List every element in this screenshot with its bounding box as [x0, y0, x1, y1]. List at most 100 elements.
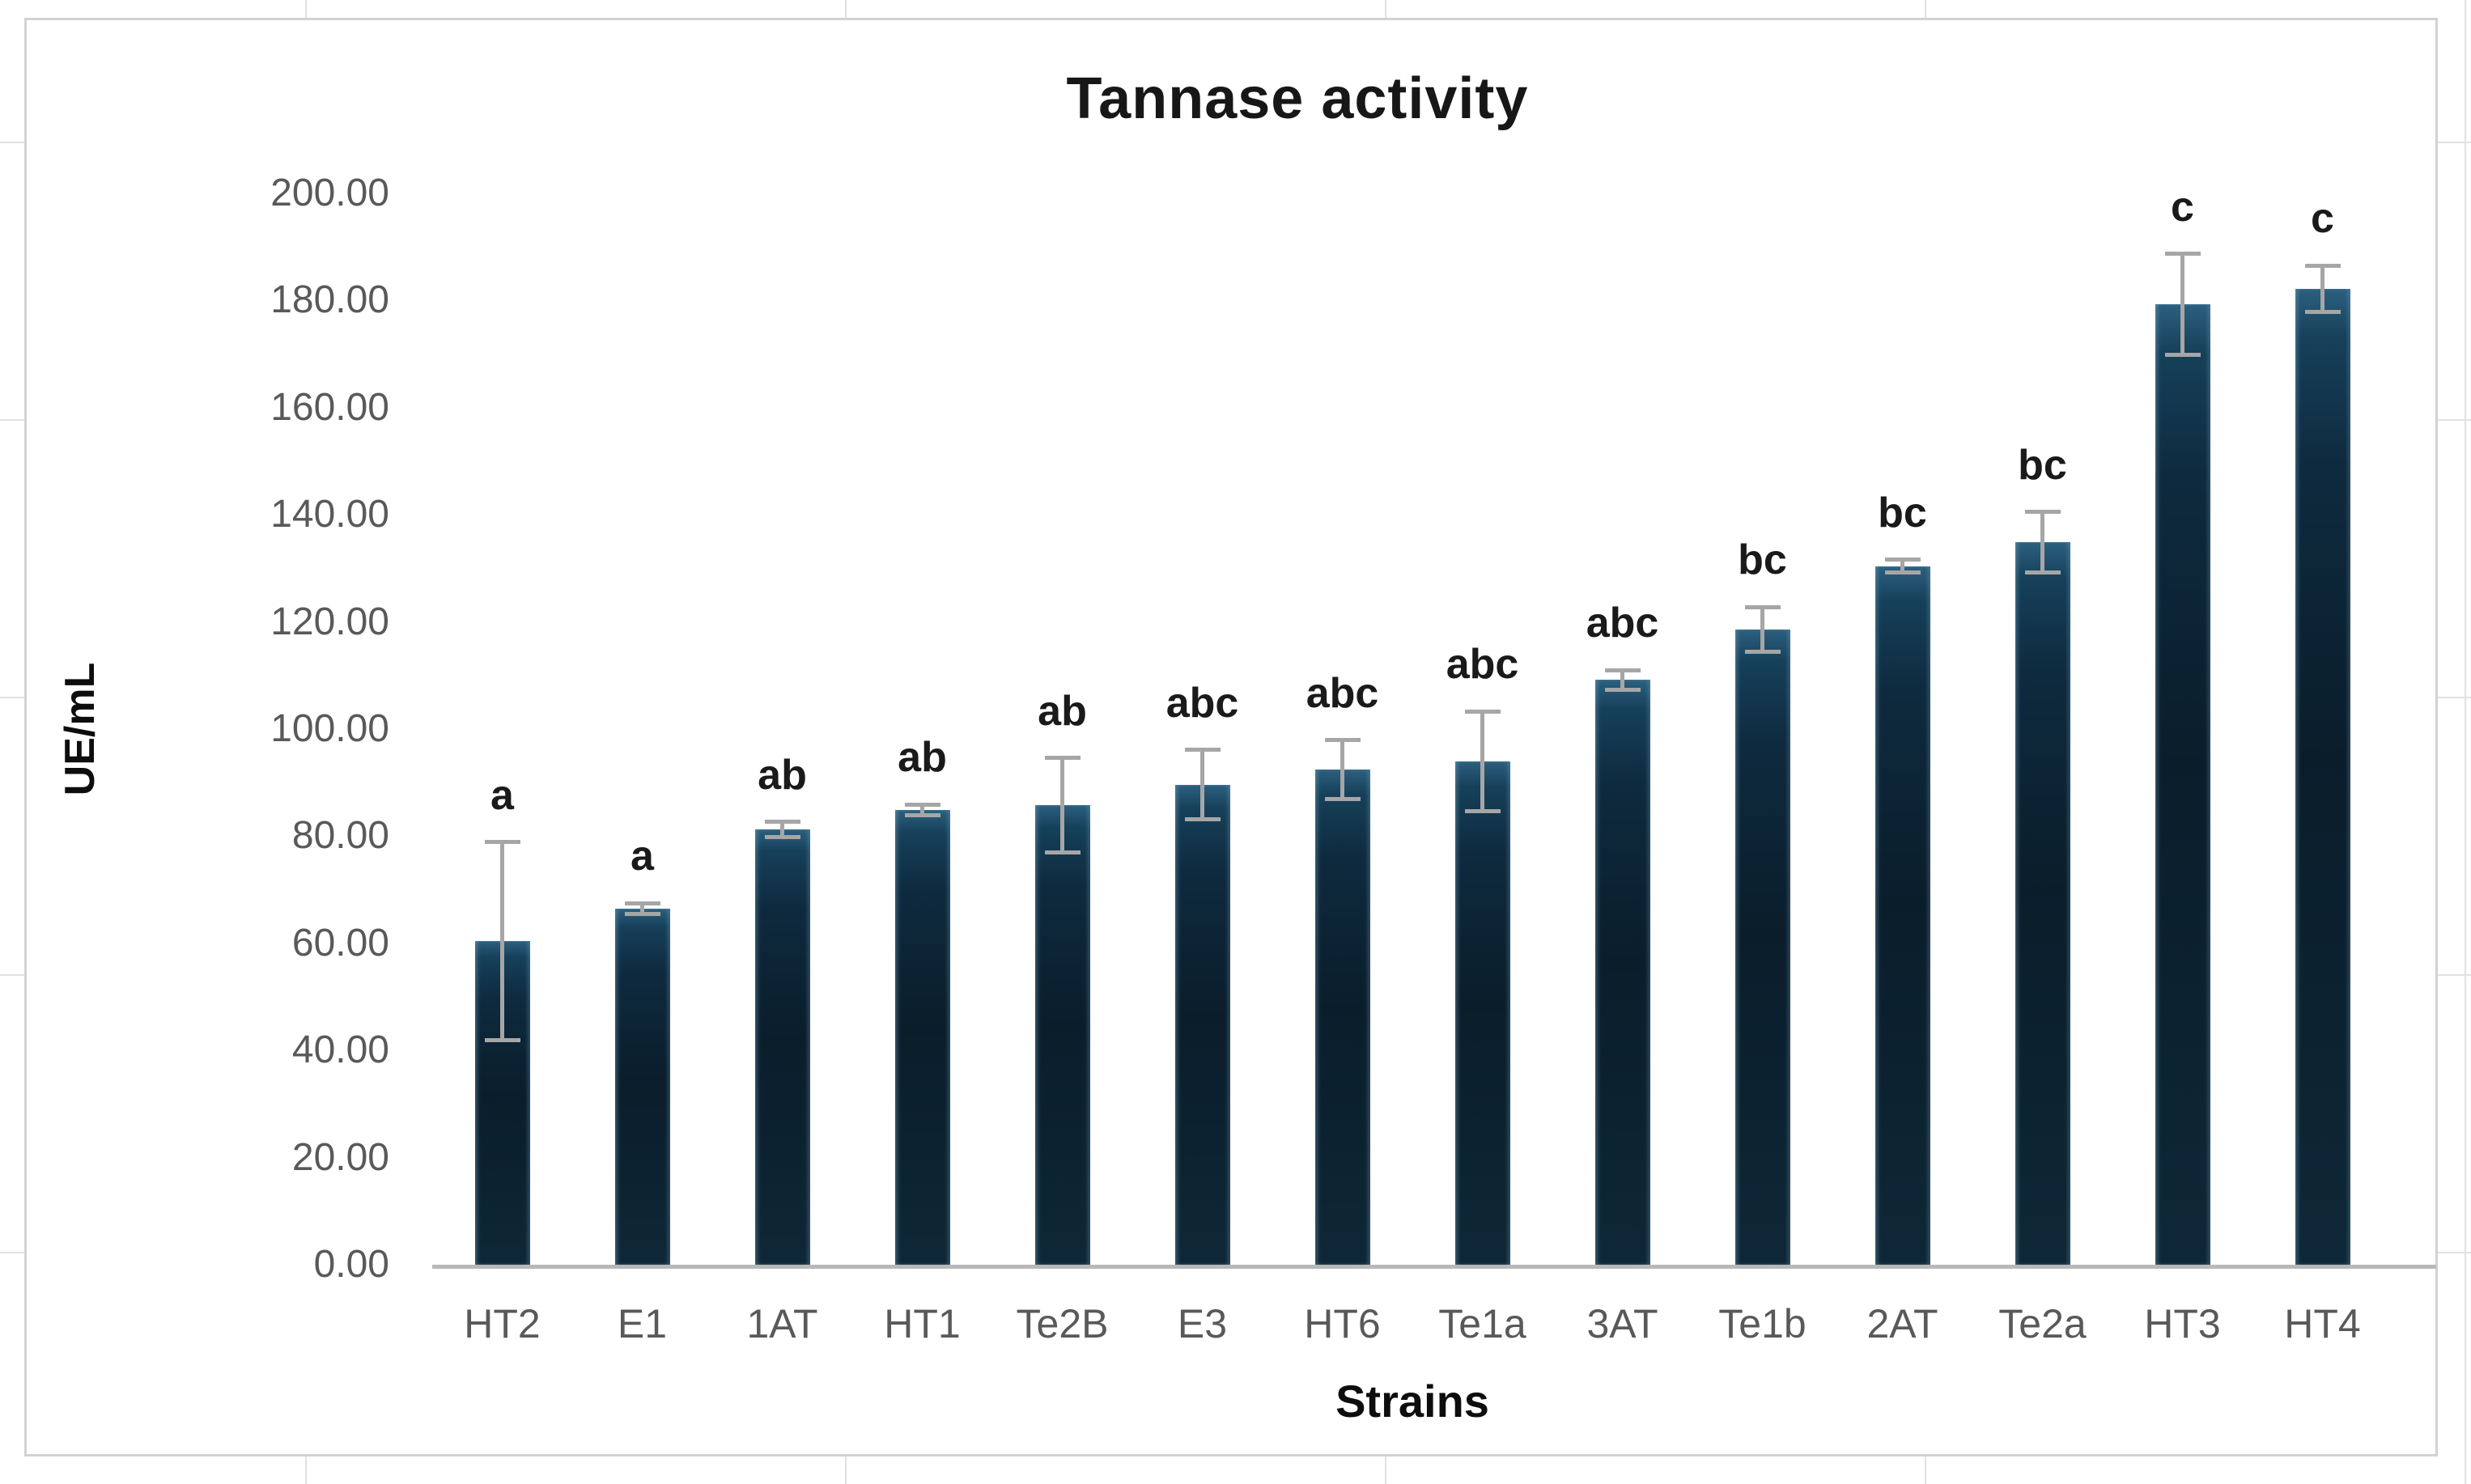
significance-letter: ab	[758, 751, 807, 799]
bar[interactable]	[1034, 805, 1090, 1265]
x-axis-title: Strains	[1335, 1376, 1489, 1427]
significance-letter: bc	[1738, 536, 1787, 584]
bar[interactable]	[754, 829, 810, 1265]
chart-object[interactable]: Tannase activity UE/mL Strains 0.00 20.00…	[24, 18, 2438, 1456]
error-bar-stem	[2180, 253, 2184, 355]
x-tick-label: Te2a	[1998, 1301, 2087, 1346]
significance-letter: ab	[1038, 687, 1087, 735]
bar[interactable]	[1314, 770, 1370, 1265]
bar[interactable]	[1174, 784, 1230, 1265]
bar[interactable]	[1734, 629, 1790, 1265]
y-tick-label: 100.00	[270, 707, 389, 750]
error-bar-stem	[640, 903, 644, 914]
bar[interactable]	[2295, 288, 2350, 1265]
x-tick-label: E3	[1177, 1301, 1228, 1346]
y-tick-label: 160.00	[270, 385, 389, 429]
error-bar-stem	[500, 842, 504, 1041]
error-bar-cap	[2164, 252, 2201, 257]
error-bar-cap	[1324, 738, 1361, 743]
error-bar-cap	[1324, 797, 1361, 802]
y-axis-title: UE/mL	[57, 662, 104, 796]
error-bar-cap	[1184, 748, 1221, 753]
error-bar-cap	[764, 820, 800, 825]
error-bar-stem	[1200, 749, 1204, 820]
bar[interactable]	[614, 908, 670, 1265]
error-bar-cap	[2024, 570, 2061, 575]
error-bar-cap	[624, 911, 660, 916]
significance-letter: ab	[898, 734, 947, 782]
x-tick-label: 2AT	[1866, 1301, 1938, 1346]
error-bar-cap	[1184, 817, 1221, 822]
error-bar-cap	[1744, 604, 1781, 609]
x-axis-line	[432, 1265, 2436, 1269]
significance-letter: a	[490, 771, 514, 819]
error-bar-stem	[780, 821, 784, 837]
significance-letter: abc	[1446, 641, 1519, 689]
error-bar-cap	[1604, 668, 1641, 672]
error-bar-stem	[1060, 757, 1064, 853]
x-tick-label: Te1a	[1438, 1301, 1526, 1346]
error-bar-stem	[1900, 559, 1904, 573]
bar[interactable]	[2015, 541, 2070, 1265]
significance-letter: a	[630, 833, 654, 880]
x-tick-label: HT3	[2144, 1301, 2221, 1346]
error-bar-stem	[2320, 265, 2325, 312]
error-bar-stem	[920, 804, 924, 816]
error-bar-cap	[2304, 263, 2341, 268]
x-tick-label: E1	[617, 1301, 668, 1346]
bar[interactable]	[1454, 761, 1510, 1265]
y-tick-label: 140.00	[270, 493, 389, 536]
significance-letter: bc	[2018, 441, 2067, 489]
significance-letter: abc	[1165, 679, 1239, 727]
x-tick-label: HT4	[2284, 1301, 2361, 1346]
y-tick-label: 120.00	[270, 600, 389, 643]
significance-letter: c	[2171, 183, 2194, 231]
error-bar-cap	[1044, 756, 1081, 761]
y-tick-label: 20.00	[291, 1135, 389, 1179]
x-tick-label: Te2B	[1016, 1301, 1109, 1346]
significance-letter: c	[2311, 195, 2334, 243]
y-tick-label: 60.00	[291, 921, 389, 965]
x-tick-label: HT6	[1304, 1301, 1381, 1346]
error-bar-cap	[484, 840, 520, 845]
x-tick-label: Te1b	[1718, 1301, 1807, 1346]
x-tick-label: HT1	[884, 1301, 961, 1346]
error-bar-cap	[1604, 687, 1641, 692]
error-bar-cap	[1884, 570, 1921, 575]
y-tick-label: 200.00	[270, 172, 389, 214]
error-bar-cap	[1884, 558, 1921, 562]
bar[interactable]	[894, 809, 950, 1265]
y-tick-label: 0.00	[313, 1243, 389, 1286]
x-tick-label: 1AT	[746, 1301, 818, 1346]
bar[interactable]	[1874, 566, 1930, 1265]
y-tick-label: 40.00	[291, 1028, 389, 1072]
y-tick-label: 80.00	[291, 814, 389, 858]
error-bar-cap	[484, 1038, 520, 1043]
error-bar-cap	[764, 834, 800, 839]
error-bar-cap	[2164, 352, 2201, 357]
error-bar-cap	[904, 813, 940, 818]
bar[interactable]	[1594, 680, 1650, 1265]
error-bar-cap	[624, 901, 660, 905]
y-tick-label: 180.00	[270, 278, 389, 322]
bar[interactable]	[2155, 304, 2210, 1265]
error-bar-stem	[1620, 670, 1624, 689]
x-tick-label: 3AT	[1586, 1301, 1658, 1346]
error-bar-cap	[2304, 309, 2341, 314]
x-tick-label: HT2	[464, 1301, 541, 1346]
error-bar-stem	[1480, 711, 1484, 812]
error-bar-stem	[1340, 740, 1344, 799]
error-bar-cap	[1044, 850, 1081, 854]
chart-title: Tannase activity	[1066, 66, 1529, 131]
error-bar-cap	[1744, 650, 1781, 655]
significance-letter: bc	[1878, 489, 1927, 536]
error-bar-stem	[2040, 511, 2044, 573]
error-bar-cap	[1464, 709, 1501, 714]
error-bar-stem	[1760, 607, 1764, 652]
error-bar-cap	[1464, 808, 1501, 813]
significance-letter: abc	[1586, 600, 1659, 647]
error-bar-cap	[2024, 510, 2061, 515]
significance-letter: abc	[1306, 669, 1379, 717]
